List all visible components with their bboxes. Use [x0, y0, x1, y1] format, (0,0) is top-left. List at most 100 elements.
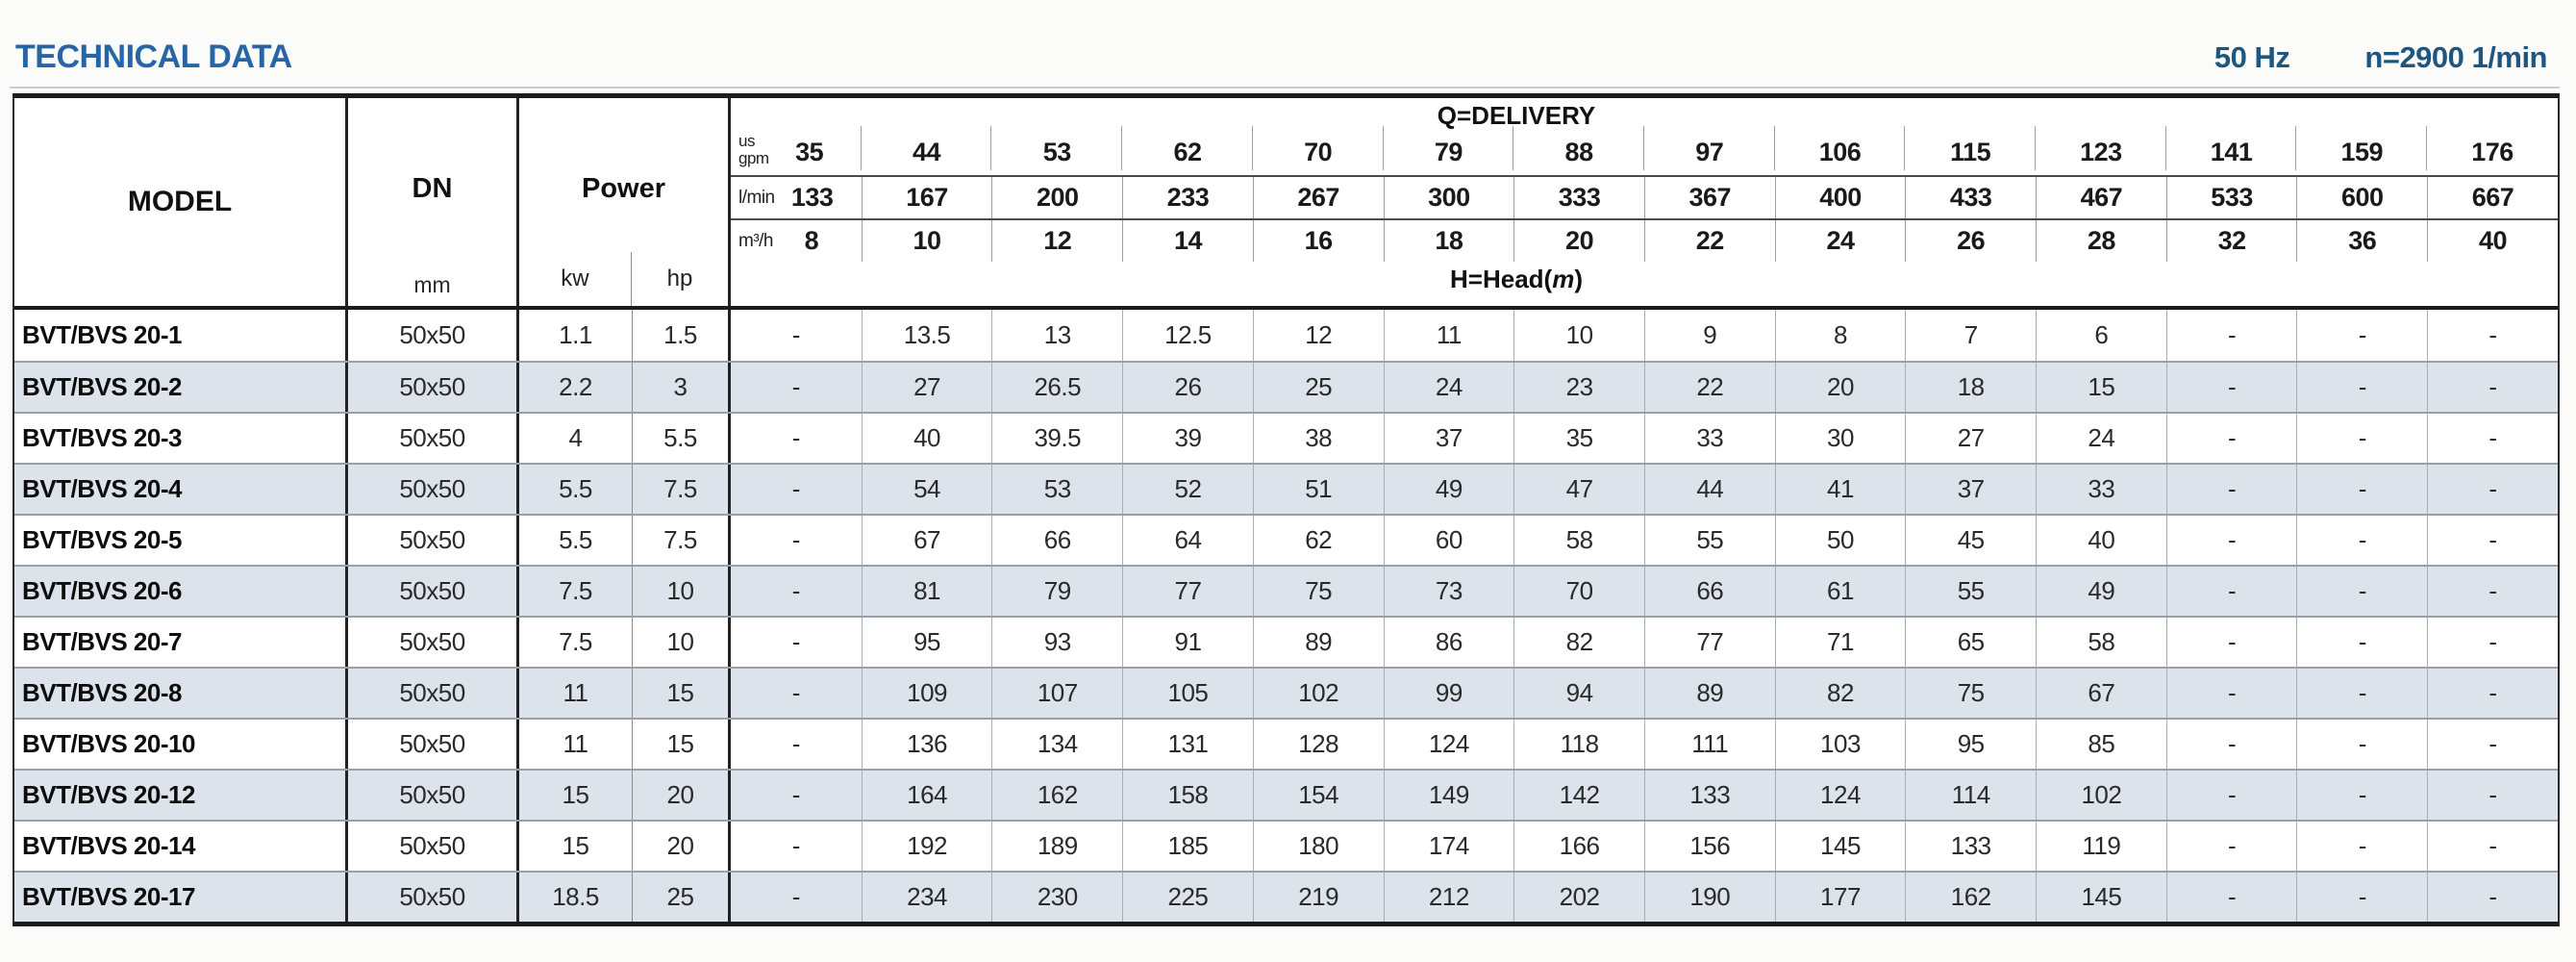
head-value-cell: 149 — [1383, 771, 1514, 820]
head-value-cell: 93 — [991, 618, 1122, 667]
head-value-cell: - — [791, 729, 801, 758]
head-value-cell: - — [2296, 873, 2427, 922]
head-value-cell: - — [791, 423, 801, 452]
dn-cell: 50x50 — [348, 771, 519, 820]
head-value-cell: - — [791, 627, 801, 656]
power-hp-cell: 15 — [633, 720, 731, 769]
head-value-cell: 99 — [1383, 669, 1514, 718]
head-value-cell: 95 — [861, 618, 992, 667]
head-value-cell: 91 — [1122, 618, 1253, 667]
head-value-cell: - — [2427, 669, 2558, 718]
delivery-header-block: Q=DELIVERY us gpm 35 44 53 62 70 79 88 97 106 11… — [731, 98, 2558, 306]
column-header-power: Power kw hp — [519, 98, 731, 306]
head-value-cell: - — [2427, 363, 2558, 412]
head-value-cell: 81 — [861, 567, 992, 616]
head-value-cell: 44 — [1643, 465, 1775, 514]
head-value-cell: 37 — [1905, 465, 2036, 514]
delivery-gpm-first-cell: us gpm 35 — [731, 98, 862, 175]
head-value-cell: 124 — [1774, 771, 1906, 820]
head-value-cell: 58 — [2036, 618, 2166, 667]
head-value-cell: 24 — [2036, 414, 2166, 463]
delivery-m3h-first-cell: m³/h 8 — [731, 220, 862, 262]
delivery-lmin-first-cell: l/min 133 — [731, 177, 862, 218]
head-value-cell: - — [791, 576, 801, 605]
dn-cell: 50x50 — [348, 465, 519, 514]
head-value-cell: - — [2427, 465, 2558, 514]
delivery-gpm-value: 141 — [2164, 98, 2297, 175]
delivery-lmin-value: 267 — [1252, 177, 1384, 218]
model-cell: BVT/BVS 20-3 — [14, 414, 348, 463]
delivery-gpm-value: 159 — [2295, 98, 2427, 175]
head-value-cell: - — [2427, 873, 2558, 922]
head-value-cell: 45 — [1905, 516, 2036, 565]
head-value-cell: 11 — [1383, 310, 1514, 361]
delivery-lmin-value: 333 — [1513, 177, 1644, 218]
head-value-cell: - — [2427, 771, 2558, 820]
head-value-cell: - — [2165, 310, 2297, 361]
head-value-cell: 71 — [1774, 618, 1906, 667]
dn-cell: 50x50 — [348, 669, 519, 718]
head-value-cell: 164 — [861, 771, 992, 820]
table-body: BVT/BVS 20-1 50x50 1.1 1.5-13.5 13 12.5 12 11 10… — [14, 310, 2558, 922]
model-cell: BVT/BVS 20-14 — [14, 822, 348, 871]
delivery-lmin-value: 467 — [2036, 177, 2166, 218]
head-value-cell: 77 — [1122, 567, 1253, 616]
head-value-cell: 66 — [1643, 567, 1775, 616]
head-value-cell: 95 — [1905, 720, 2036, 769]
dn-cell: 50x50 — [348, 516, 519, 565]
head-value-cell: 82 — [1513, 618, 1644, 667]
head-value-cell: - — [2296, 567, 2427, 616]
dn-cell: 50x50 — [348, 363, 519, 412]
dn-unit-label: mm — [413, 272, 451, 297]
delivery-m3h-value: 14 — [1122, 220, 1253, 262]
power-kw-cell: 11 — [519, 720, 633, 769]
power-hp-cell: 10 — [633, 618, 731, 667]
delivery-lmin-value: 433 — [1905, 177, 2036, 218]
delivery-gpm-value: 35 — [795, 138, 824, 166]
delivery-m3h-value: 26 — [1905, 220, 2036, 262]
head-value-cell: 166 — [1513, 822, 1644, 871]
power-hp-cell: 1.5 — [633, 310, 731, 361]
head-value-cell: 189 — [991, 822, 1122, 871]
title-rule — [10, 87, 2560, 89]
head-value-cell: - — [2165, 822, 2297, 871]
head-value-cell: 54 — [861, 465, 992, 514]
dn-cell: 50x50 — [348, 822, 519, 871]
dn-cell: 50x50 — [348, 567, 519, 616]
head-value-cell: - — [2427, 567, 2558, 616]
head-value-cell: 35 — [1513, 414, 1644, 463]
head-value-cell: 67 — [861, 516, 992, 565]
head-value-cell: 89 — [1252, 618, 1384, 667]
delivery-lmin-value: 200 — [991, 177, 1122, 218]
head-value-cell: 15 — [2036, 363, 2166, 412]
power-kw-cell: 5.5 — [519, 465, 633, 514]
model-header-label: MODEL — [127, 186, 233, 217]
delivery-gpm-value: 62 — [1121, 98, 1253, 175]
head-value-cell: 134 — [991, 720, 1122, 769]
head-value-cell: - — [2427, 516, 2558, 565]
dn-cell: 50x50 — [348, 720, 519, 769]
head-value-cell: 128 — [1252, 720, 1384, 769]
table-row: BVT/BVS 20-5 50x50 5.5 7.5 - 67 66 64 62 60 58 55 50… — [14, 514, 2558, 565]
delivery-gpm-value: 88 — [1513, 98, 1644, 175]
head-value-cell: 131 — [1122, 720, 1253, 769]
delivery-m3h-value: 22 — [1643, 220, 1775, 262]
power-header-label: Power — [581, 173, 666, 204]
head-value-cell: 133 — [1905, 822, 2036, 871]
delivery-lmin-value: 600 — [2296, 177, 2427, 218]
table-row: BVT/BVS 20-10 50x50 11 15-136 134 131 128 124 11… — [14, 718, 2558, 769]
power-hp-cell: 7.5 — [633, 465, 731, 514]
head-value-cell: 27 — [1905, 414, 2036, 463]
head-value-cell: - — [791, 882, 801, 911]
head-value-cell: 109 — [861, 669, 992, 718]
head-value-cell: 58 — [1513, 516, 1644, 565]
head-value-cell: 39 — [1122, 414, 1253, 463]
lmin-unit-label: l/min — [738, 187, 775, 208]
table-row: BVT/BVS 20-17 50x50 18.5 25 - 234 230 225 219 212… — [14, 871, 2558, 922]
power-hp-cell: 10 — [633, 567, 731, 616]
head-value-cell: 145 — [1774, 822, 1906, 871]
head-value-cell: 230 — [991, 873, 1122, 922]
power-hp-cell: 3 — [633, 363, 731, 412]
head-value-cell: 212 — [1383, 873, 1514, 922]
head-value-cell: 26 — [1122, 363, 1253, 412]
